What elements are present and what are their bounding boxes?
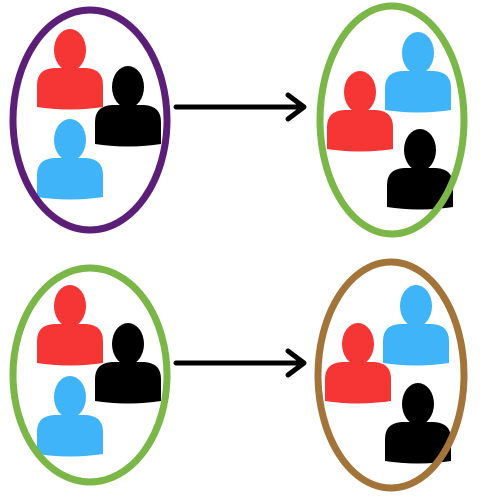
source-group-2 xyxy=(9,264,171,486)
person-blue-icon xyxy=(37,119,103,200)
person-black-icon xyxy=(95,66,161,147)
source-group-1 xyxy=(9,6,171,234)
row-2 xyxy=(9,258,468,492)
group-outline-brown xyxy=(314,258,468,492)
target-group-2 xyxy=(314,258,468,492)
group-outline-purple xyxy=(9,6,171,234)
group-outline-green xyxy=(9,264,171,486)
right-arrow-icon xyxy=(173,92,307,122)
person-blue-icon xyxy=(385,32,451,113)
target-group-1 xyxy=(316,2,468,238)
person-red-icon xyxy=(327,71,393,152)
person-black-icon xyxy=(95,323,161,404)
person-red-icon xyxy=(325,323,391,404)
person-blue-icon xyxy=(383,285,449,366)
person-red-icon xyxy=(37,285,103,366)
group-outline-green xyxy=(316,2,468,238)
person-blue-icon xyxy=(37,376,103,457)
row-1 xyxy=(9,2,468,238)
person-red-icon xyxy=(37,29,103,110)
right-arrow-icon xyxy=(173,348,307,378)
